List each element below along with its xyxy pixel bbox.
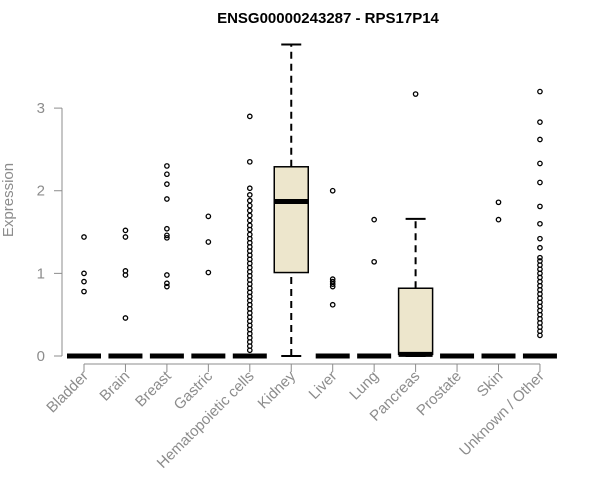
box-group [191,213,226,359]
outlier-point [537,88,543,95]
y-tick-label: 1 [37,265,45,282]
y-axis-label: Expression [0,163,17,237]
outlier-point [537,254,543,261]
outlier-point [164,196,170,202]
outlier-point [246,212,253,219]
outlier-point [537,160,543,167]
outlier-point [164,272,170,278]
outlier-point [205,239,212,245]
box-group [315,187,350,359]
outlier-point [537,136,543,143]
x-tick-label: Liver [306,368,341,403]
outlier-point [164,283,170,290]
chart-title: ENSG00000243287 - RPS17P14 [217,10,439,27]
outlier-point [246,197,253,204]
outlier-point [81,278,87,285]
box-group [232,113,267,359]
x-tick-label: Lung [346,368,382,404]
outlier-point [537,244,543,251]
outlier-point [329,187,336,194]
outlier-point [122,272,129,278]
outlier-point [329,301,336,308]
y-tick-label: 3 [37,100,45,117]
outlier-point [537,179,543,186]
box-group [108,227,143,359]
box-group [149,163,184,359]
box-group [273,43,309,357]
x-tick-label: Breast [132,367,175,410]
outlier-point [371,216,377,223]
box-group [67,234,101,359]
box-group [522,88,557,359]
x-tick-label: Brain [96,368,133,405]
outlier-point [495,199,502,206]
outlier-point [537,220,543,227]
outlier-point [246,185,253,192]
outlier-point [205,213,212,220]
outlier-point [81,288,87,295]
y-tick-label: 0 [37,348,45,365]
outlier-point [246,347,253,354]
outlier-point [329,281,336,287]
outlier-point [412,91,419,97]
x-tick-label: Skin [474,368,507,401]
box-iqr [273,166,309,274]
outlier-point [246,207,253,214]
x-tick-label: Bladder [43,368,92,417]
y-tick-label: 2 [37,183,45,200]
box-group [357,216,392,359]
outlier-point [164,280,170,287]
outlier-point [164,225,170,232]
box-iqr [397,287,434,356]
outlier-point [205,269,212,276]
x-tick-label: Kidney [255,367,300,412]
outlier-point [164,163,170,169]
x-tick-label: Prostate [413,368,465,420]
outlier-point [371,258,377,265]
outlier-point [329,283,336,290]
outlier-point [246,217,253,224]
outlier-point [164,234,170,241]
outlier-point [246,158,253,165]
outlier-point [495,216,502,223]
box-group [397,91,434,357]
boxplot-series [67,43,557,359]
outlier-point [537,332,543,339]
outlier-point [164,171,170,178]
outlier-point [246,113,253,120]
outlier-point [81,270,87,277]
outlier-point [246,192,253,198]
outlier-point [81,234,87,240]
y-axis: 0 1 2 3 [37,100,63,365]
outlier-point [537,119,543,126]
outlier-point [164,232,170,239]
outlier-point [122,234,129,240]
outlier-point [164,181,170,187]
outlier-point [537,203,543,210]
outlier-point [122,227,129,234]
outlier-point [122,315,129,321]
outlier-point [246,202,253,209]
box-group [481,199,516,359]
outlier-point [537,235,543,242]
